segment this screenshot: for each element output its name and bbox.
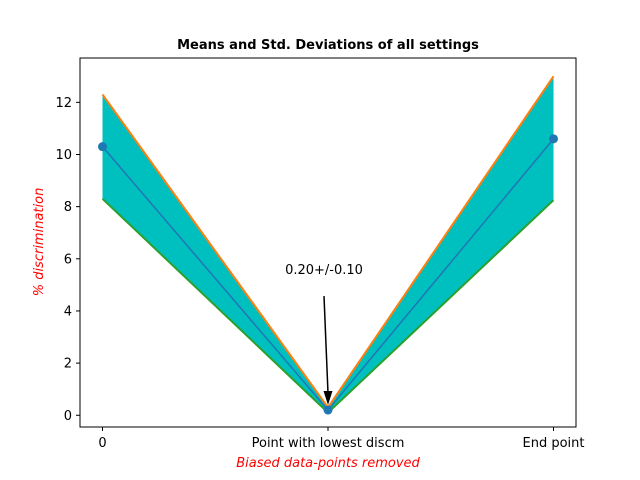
x-tick-label: 0 bbox=[98, 436, 106, 451]
annotation-label: 0.20+/-0.10 bbox=[285, 263, 363, 278]
x-axis-label: Biased data-points removed bbox=[236, 456, 420, 471]
data-point bbox=[98, 142, 107, 152]
x-tick-label: Point with lowest discm bbox=[252, 436, 405, 451]
y-axis: 0 2 4 6 8 10 12 bbox=[55, 96, 80, 424]
y-tick-label: 8 bbox=[64, 200, 72, 215]
y-tick-label: 4 bbox=[64, 304, 72, 319]
std-band bbox=[102, 76, 554, 413]
y-axis-label: % discrimination bbox=[32, 188, 47, 297]
x-tick-label: End point bbox=[523, 436, 585, 451]
y-tick-label: 0 bbox=[64, 409, 72, 424]
data-point bbox=[549, 134, 558, 144]
data-point bbox=[323, 405, 333, 415]
x-axis: 0 Point with lowest discm End point bbox=[98, 427, 585, 451]
chart-title: Means and Std. Deviations of all setting… bbox=[177, 38, 479, 53]
y-tick-label: 6 bbox=[64, 252, 72, 267]
y-tick-label: 2 bbox=[64, 357, 72, 372]
y-tick-label: 12 bbox=[55, 96, 72, 111]
annotation-arrow-head bbox=[323, 391, 333, 406]
plot-area: 0.20+/-0.10 bbox=[98, 75, 558, 415]
y-tick-label: 10 bbox=[55, 148, 72, 163]
annotation-arrow-shaft bbox=[323, 296, 329, 394]
